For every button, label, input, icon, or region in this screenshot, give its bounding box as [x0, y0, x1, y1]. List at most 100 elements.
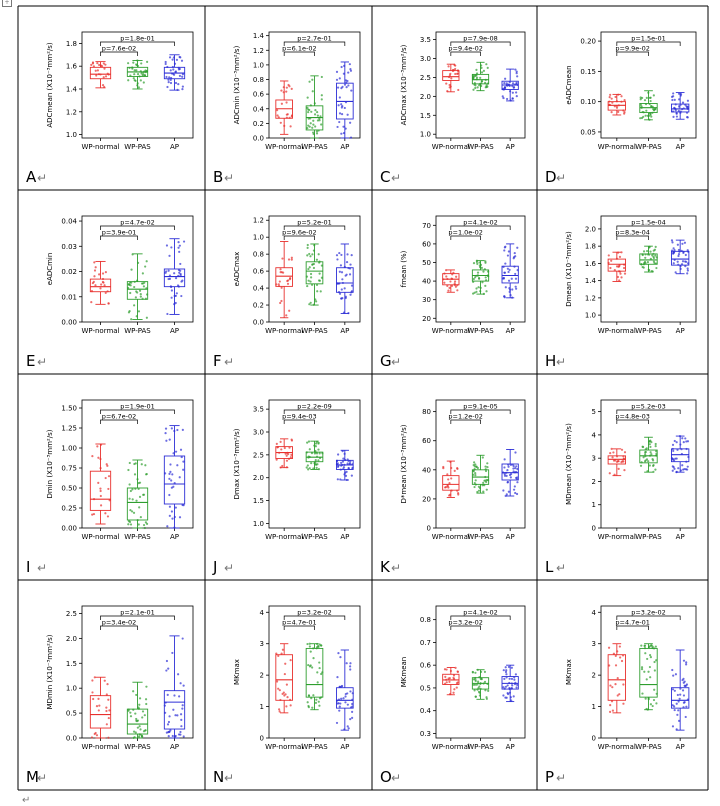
box-iqr [442, 673, 460, 685]
data-point [341, 278, 344, 281]
data-point [145, 472, 148, 476]
data-point [473, 83, 476, 86]
p-value-label: p=9.4e-03 [282, 413, 317, 421]
data-point [289, 125, 292, 128]
bracket-line [616, 51, 649, 56]
y-tick-label: 20 [422, 495, 431, 503]
data-point [677, 248, 681, 252]
data-point [311, 666, 314, 669]
data-point [137, 707, 141, 710]
data-point [338, 120, 341, 124]
data-point [315, 130, 319, 133]
bracket-line [100, 419, 138, 424]
data-point [620, 659, 624, 663]
data-point [680, 263, 684, 266]
data-point [642, 250, 646, 253]
data-point [138, 289, 142, 292]
bracket-line [283, 409, 346, 414]
data-point [173, 735, 177, 738]
data-point [485, 63, 488, 66]
data-point [314, 451, 317, 454]
data-point [181, 73, 185, 76]
data-point [145, 522, 149, 525]
box-ap [335, 649, 354, 731]
data-point [344, 79, 348, 82]
data-point [171, 473, 174, 476]
data-point [340, 684, 344, 688]
data-point [316, 642, 319, 646]
data-point [166, 85, 169, 89]
data-point [129, 711, 132, 714]
data-point [168, 277, 172, 280]
data-point [164, 432, 167, 435]
data-point [346, 458, 349, 461]
data-point [618, 255, 622, 258]
data-point [97, 697, 100, 700]
data-point [615, 105, 618, 108]
data-point [514, 467, 517, 470]
bracket-line [100, 235, 138, 240]
x-category-label: WP-normal [81, 743, 119, 751]
data-point [321, 452, 324, 455]
data-point [675, 457, 678, 460]
x-category-label: WP-normal [265, 327, 303, 335]
data-point [677, 109, 680, 113]
data-point [171, 734, 174, 738]
data-point [101, 83, 105, 87]
data-point [474, 695, 477, 698]
data-point [280, 102, 283, 105]
data-point [168, 514, 171, 517]
data-point [478, 694, 481, 697]
data-point [136, 519, 139, 522]
data-point [341, 450, 344, 453]
data-point [455, 686, 458, 689]
data-point [622, 455, 625, 458]
data-point [174, 301, 177, 305]
data-point [672, 466, 675, 469]
data-point [337, 464, 340, 468]
data-point [127, 62, 130, 65]
data-point [644, 253, 647, 256]
significance-bracket: p=9.4e-03 [282, 413, 317, 424]
data-point [482, 481, 485, 484]
bracket-line [450, 41, 511, 46]
data-point [644, 256, 647, 259]
significance-bracket: p=1.9e-01 [100, 403, 175, 414]
data-point [487, 275, 490, 278]
data-point [486, 270, 490, 273]
data-point [173, 272, 176, 275]
data-point [682, 706, 685, 709]
bracket-line [283, 235, 315, 240]
y-tick-label: 1.8 [585, 243, 596, 251]
data-point [181, 707, 184, 710]
data-point [308, 125, 311, 128]
y-tick-label: 3 [592, 455, 596, 463]
data-point [141, 710, 145, 713]
y-tick-label: 50 [422, 259, 431, 267]
data-point [505, 696, 508, 699]
data-point [644, 114, 647, 117]
data-point [683, 241, 687, 244]
p-value-label: p=4.8e-03 [615, 413, 650, 421]
data-point [676, 448, 679, 451]
data-point [343, 452, 346, 455]
data-point [164, 60, 167, 64]
data-point [93, 261, 96, 264]
data-point [511, 82, 515, 85]
data-point [506, 84, 509, 87]
data-point [320, 264, 323, 267]
y-tick-label: 60 [422, 240, 431, 248]
y-tick-label: 1.4 [585, 277, 597, 285]
data-point [346, 725, 349, 728]
data-point [338, 709, 341, 712]
data-point [178, 244, 181, 247]
data-point [129, 489, 132, 493]
data-point [450, 466, 453, 470]
bracket-line [450, 419, 481, 424]
data-point [484, 475, 487, 479]
data-point [318, 697, 322, 700]
data-point [611, 456, 614, 459]
data-point [98, 704, 101, 707]
data-point [484, 479, 487, 482]
